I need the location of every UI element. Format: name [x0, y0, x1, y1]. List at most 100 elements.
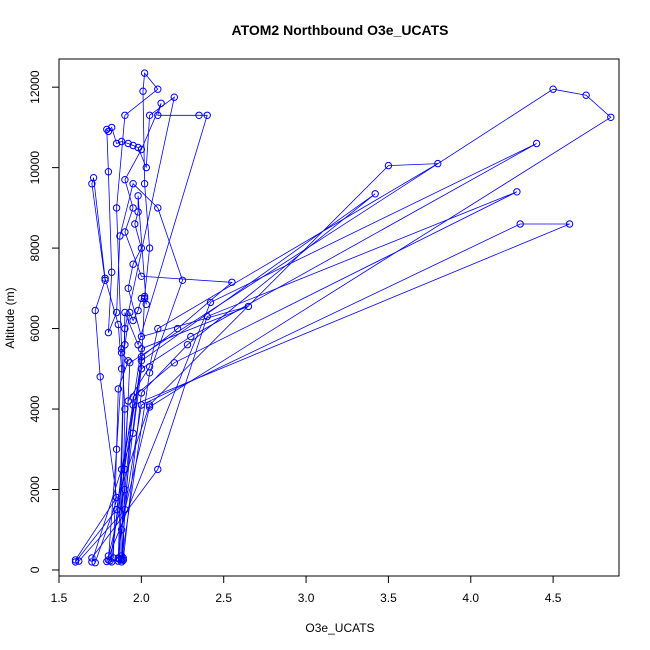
data-point [173, 324, 182, 333]
data-point [178, 276, 187, 284]
data-point [129, 260, 137, 268]
chart-title: ATOM2 Northbound O3e_UCATS [232, 22, 449, 38]
data-point [114, 554, 123, 562]
data-point [195, 111, 203, 120]
y-tick-label: 6000 [28, 315, 42, 342]
data-point [154, 85, 162, 93]
data-point [114, 320, 123, 329]
data-point [124, 284, 132, 292]
x-axis-label: O3e_UCATS [305, 621, 374, 635]
series-line [109, 193, 376, 561]
data-point [116, 232, 124, 240]
data-point [121, 308, 129, 317]
data-point [112, 139, 121, 148]
data-point [108, 268, 116, 276]
data-point [154, 465, 162, 474]
data-point [117, 365, 126, 373]
x-tick-label: 1.5 [51, 591, 68, 605]
data-point [140, 180, 149, 188]
y-tick-label: 8000 [28, 234, 42, 261]
data-point [139, 87, 147, 95]
data-point [104, 328, 113, 337]
data-point [137, 145, 146, 154]
data-point [126, 308, 134, 317]
data-point [183, 341, 192, 349]
data-point [140, 294, 149, 303]
series-layer [71, 69, 615, 567]
data-point [96, 373, 104, 381]
data-point [129, 141, 137, 150]
series-10 [114, 99, 236, 564]
data-point [124, 397, 132, 405]
x-axis: 1.5 2.0 2.5 3.0 3.5 4.0 4.5 [51, 575, 562, 605]
data-point [121, 228, 129, 236]
series-line [75, 195, 249, 563]
data-point [129, 316, 137, 325]
data-point [103, 557, 111, 566]
data-point [104, 168, 113, 176]
data-point [203, 111, 211, 120]
data-point [170, 93, 179, 101]
data-point [137, 244, 146, 252]
data-point [101, 276, 109, 284]
data-point [103, 125, 111, 134]
y-tick-label: 0 [28, 566, 42, 573]
data-point [71, 556, 80, 564]
data-point [145, 111, 154, 120]
data-point [532, 139, 541, 148]
data-point [121, 341, 129, 349]
data-point [434, 159, 442, 168]
data-point [137, 345, 146, 353]
x-tick-label: 3.0 [298, 591, 315, 605]
data-point [112, 308, 121, 317]
data-point [206, 298, 215, 307]
data-point [582, 91, 590, 99]
data-point [137, 389, 146, 397]
data-point [134, 306, 142, 315]
y-tick-label: 10000 [28, 151, 42, 185]
data-point [187, 332, 195, 341]
data-point [129, 180, 137, 188]
data-point [91, 306, 99, 315]
data-point [137, 272, 146, 280]
series-line [106, 96, 183, 560]
data-point [371, 190, 379, 198]
y-tick-label: 12000 [28, 70, 42, 104]
data-point [170, 359, 179, 367]
data-point [114, 385, 123, 393]
data-point [228, 278, 236, 286]
data-point [137, 294, 146, 303]
data-point [384, 161, 393, 170]
data-point [137, 353, 146, 361]
data-point [121, 176, 129, 184]
data-point [516, 220, 524, 228]
series-9 [103, 93, 187, 564]
data-point [89, 174, 98, 182]
data-point [154, 204, 162, 212]
data-point [134, 192, 142, 200]
data-point [244, 302, 253, 311]
data-point [71, 558, 80, 566]
data-point [117, 137, 126, 146]
x-tick-label: 3.5 [380, 591, 397, 605]
data-point [134, 208, 142, 216]
data-point [112, 505, 121, 514]
data-point [145, 369, 154, 377]
x-tick-label: 2.5 [215, 591, 232, 605]
data-point [145, 401, 154, 409]
data-point [126, 359, 134, 367]
series-line [91, 191, 518, 562]
data-point [513, 188, 521, 196]
x-tick-label: 4.5 [545, 591, 562, 605]
data-point [549, 85, 557, 93]
data-point [154, 111, 162, 120]
data-point [101, 274, 109, 282]
data-point [142, 163, 151, 172]
y-tick-label: 2000 [28, 476, 42, 503]
data-point [108, 123, 116, 132]
data-point [565, 220, 574, 228]
y-axis: 0 2000 4000 6000 8000 10000 12000 [28, 70, 60, 573]
data-point [109, 554, 118, 562]
data-point [121, 111, 129, 120]
